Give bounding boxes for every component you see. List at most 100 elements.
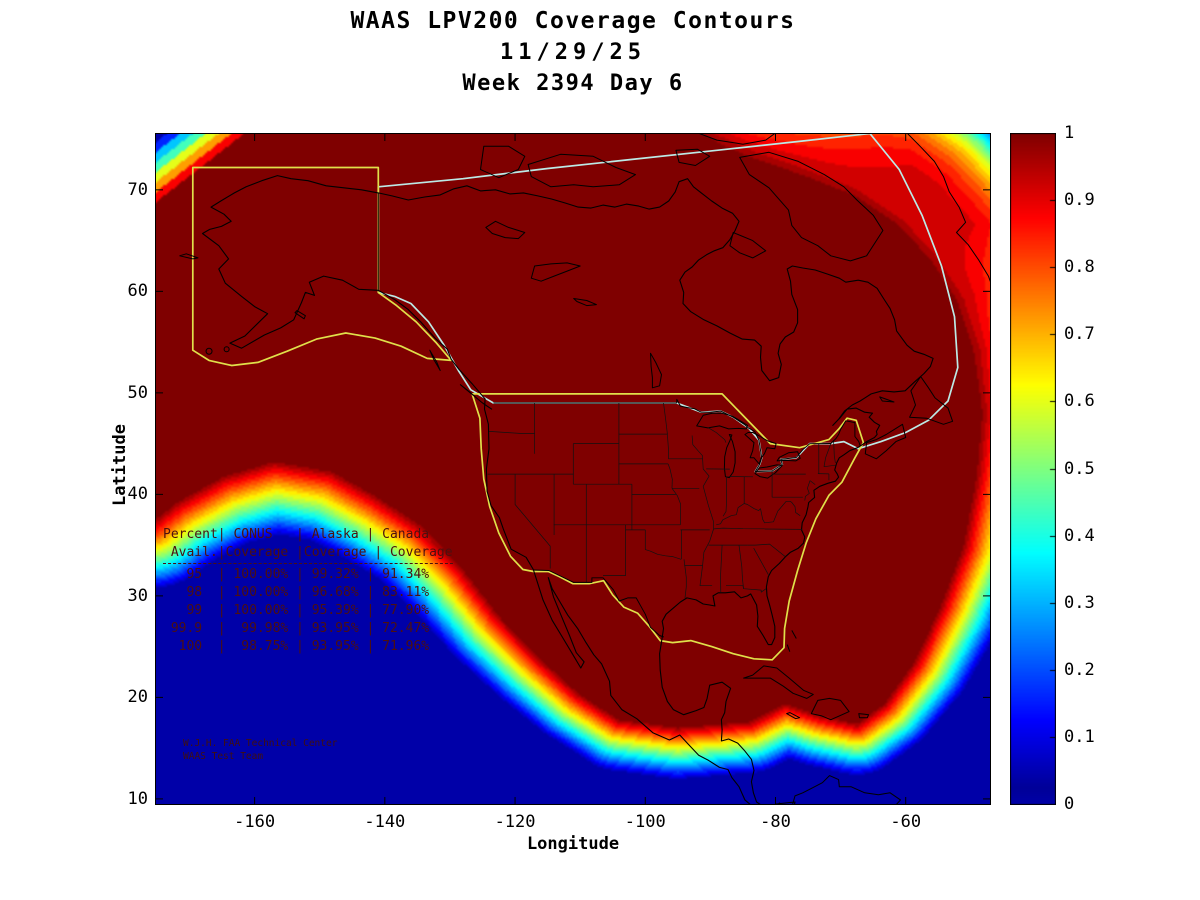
- coastline: [786, 712, 801, 720]
- coastline: [723, 434, 736, 479]
- coastline: [879, 396, 895, 403]
- state-border: [514, 474, 551, 569]
- state-border: [683, 559, 687, 598]
- coastline: [864, 423, 907, 460]
- x-tick-label: -160: [234, 812, 276, 832]
- coastline: [743, 665, 814, 699]
- coastline: [179, 253, 199, 260]
- colorbar-tick-label: 0.4: [1064, 525, 1095, 546]
- coastline: [729, 232, 767, 259]
- coastline: [527, 153, 636, 188]
- state-border: [722, 476, 727, 517]
- colorbar-tick-label: 0.6: [1064, 391, 1095, 412]
- state-border: [823, 464, 836, 468]
- national-border: [533, 569, 664, 638]
- coverage-table-rows: 95 | 100.00% | 99.32% | 91.34% 98 | 100.…: [170, 567, 430, 654]
- state-border: [702, 458, 714, 566]
- chart-week-day: Week 2394 Day 6: [462, 71, 684, 96]
- y-axis-label: Latitude: [110, 424, 130, 506]
- state-border: [726, 585, 767, 593]
- state-border: [804, 480, 811, 501]
- state-border: [707, 427, 727, 443]
- colorbar-tick-label: 0.1: [1064, 726, 1095, 747]
- coastline: [739, 151, 884, 262]
- coastline: [201, 175, 934, 805]
- x-tick-label: -80: [760, 812, 791, 832]
- national-border: [676, 398, 831, 472]
- y-tick-label: 50: [127, 382, 148, 403]
- credit-org: W.J.H. FAA Technical Center: [183, 738, 338, 749]
- x-axis-label: Longitude: [526, 834, 620, 854]
- colorbar-tick-label: 0.8: [1064, 257, 1095, 278]
- coastline: [429, 349, 441, 371]
- island-marker: [223, 346, 230, 353]
- chart-title: WAAS LPV200 Coverage Contours: [350, 8, 796, 34]
- coastline: [909, 376, 954, 425]
- colorbar-tick-label: 0.5: [1064, 458, 1095, 479]
- state-border: [823, 443, 832, 467]
- coastline: [786, 644, 791, 652]
- coastline: [485, 220, 526, 240]
- coastline: [650, 352, 662, 389]
- x-tick-label: -140: [364, 812, 406, 832]
- coastline: [696, 412, 748, 430]
- chart-date: 11/29/25: [500, 40, 646, 65]
- y-tick-label: 20: [127, 687, 148, 708]
- island-marker: [205, 347, 213, 355]
- state-border: [790, 501, 801, 516]
- coastline: [791, 630, 797, 639]
- x-tick-label: -100: [624, 812, 666, 832]
- national-border: [830, 420, 861, 446]
- map-overlay-svg: [155, 133, 991, 805]
- coastline: [791, 775, 901, 805]
- plot-frame: [155, 133, 991, 805]
- x-tick-label: -120: [494, 812, 536, 832]
- state-border: [738, 545, 744, 589]
- coastline: [906, 133, 991, 284]
- state-border: [663, 402, 668, 435]
- credit-team: WAAS Test Team: [183, 751, 264, 762]
- state-border: [667, 434, 669, 459]
- coastline: [675, 148, 711, 166]
- state-border: [645, 549, 682, 560]
- coastline: [459, 384, 493, 410]
- state-border: [699, 565, 713, 587]
- coastline: [754, 464, 783, 479]
- state-border: [691, 435, 703, 459]
- state-border: [747, 543, 786, 557]
- coastline: [480, 145, 526, 179]
- map-plot-area: Percent| CONUS | Alaska | Canada Avail.|…: [155, 133, 991, 805]
- y-tick-label: 60: [127, 281, 148, 302]
- coastline: [810, 697, 850, 721]
- title-block: WAAS LPV200 Coverage Contours 11/29/25 W…: [155, 6, 991, 99]
- state-border: [833, 440, 836, 463]
- y-tick-label: 40: [127, 484, 148, 505]
- canada-service-volume-outline: [377, 133, 959, 473]
- state-border: [720, 545, 723, 593]
- credit-annotation: W.J.H. FAA Technical Center WAAS Test Te…: [183, 737, 337, 763]
- colorbar-tick-label: 0: [1064, 794, 1075, 814]
- y-tick-label: 70: [127, 179, 148, 200]
- waas-service-volume-outline: [471, 393, 865, 661]
- coastline: [573, 298, 597, 307]
- state-border: [488, 431, 535, 434]
- state-border: [713, 527, 765, 530]
- coastline: [858, 713, 870, 719]
- state-border: [760, 500, 791, 524]
- x-tick-label: -60: [890, 812, 922, 832]
- colorbar-tick-label: 1: [1064, 123, 1075, 143]
- y-tick-label: 10: [127, 788, 148, 809]
- state-border: [716, 503, 761, 526]
- coastline: [294, 310, 306, 320]
- state-border: [753, 548, 769, 575]
- coverage-table: Percent| CONUS | Alaska | Canada Avail.|…: [163, 526, 453, 656]
- state-border: [671, 488, 681, 525]
- colorbar-tick-label: 0.7: [1064, 324, 1095, 345]
- coverage-table-header: Percent| CONUS | Alaska | Canada Avail.|…: [163, 526, 453, 564]
- colorbar-tick-label: 0.2: [1064, 659, 1095, 680]
- waas-service-volume-outline: [191, 166, 453, 367]
- state-border: [809, 480, 816, 485]
- y-tick-label: 30: [127, 585, 148, 606]
- colorbar-tick-label: 0.3: [1064, 592, 1095, 613]
